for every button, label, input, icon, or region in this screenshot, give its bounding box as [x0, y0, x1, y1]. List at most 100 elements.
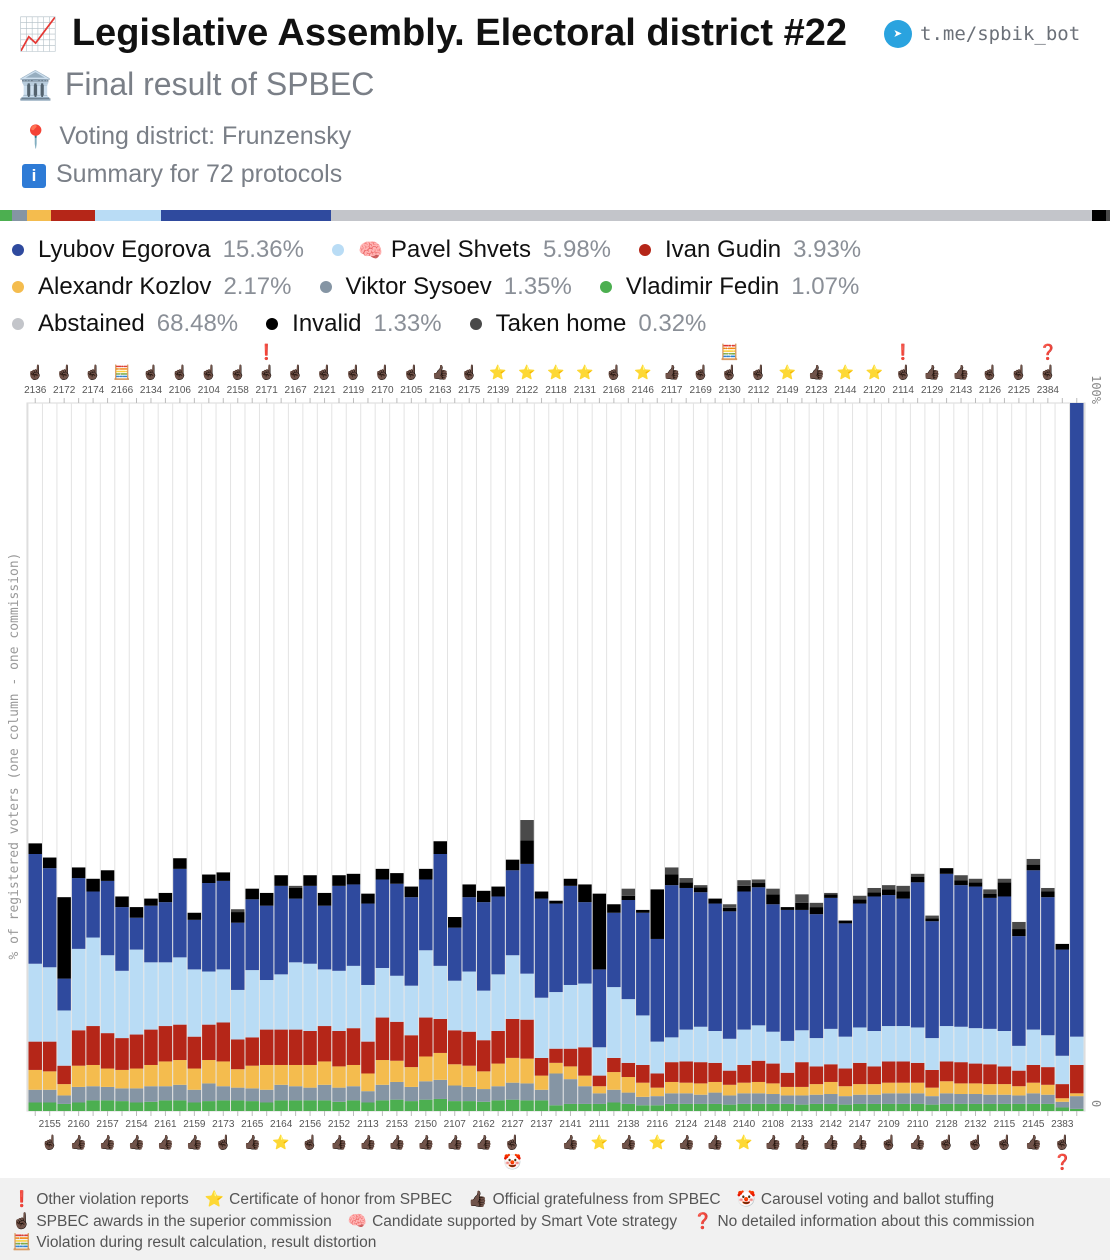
bar-segment-fedin	[824, 1103, 838, 1111]
bar-segment-gudin	[867, 1066, 881, 1085]
summary-segment-kozlov	[26, 210, 51, 221]
top-award-icon: ☝🏿	[1010, 363, 1027, 381]
legend-dot	[12, 281, 24, 293]
bar-segment-gudin	[751, 1060, 766, 1082]
bottom-column-label: 2108	[762, 1119, 785, 1130]
bar-segment-shvets	[42, 967, 57, 1042]
legend-item-fedin: Vladimir Fedin 1.07%	[599, 273, 859, 301]
bar-segment-invalid	[346, 873, 361, 885]
bar-segment-fedin	[679, 1103, 693, 1111]
bar-segment-kozlov	[375, 1060, 390, 1085]
bottom-column-label: 2154	[125, 1119, 148, 1130]
bar-segment-sysoev	[332, 1087, 346, 1102]
bar-segment-shvets	[216, 969, 231, 1023]
bar-segment-kozlov	[404, 1067, 419, 1087]
bar-segment-sysoev	[202, 1083, 216, 1102]
bar-segment-sysoev	[158, 1086, 173, 1101]
bar-segment-gudin	[853, 1062, 867, 1085]
footer-legend-icon: ❓	[693, 1213, 713, 1230]
bar-segment-shvets	[910, 1027, 925, 1063]
bar-segment-invalid	[202, 874, 216, 884]
footer-legend-text: SPBEC awards in the superior commission	[36, 1213, 332, 1230]
bar-segment-sysoev	[115, 1088, 129, 1102]
bar-segment-egorova	[939, 873, 954, 1027]
top-award-icon: ⭐	[547, 364, 564, 380]
telegram-link-text[interactable]: t.me/spbik_bot	[920, 23, 1081, 45]
bar-segment-fedin	[925, 1104, 939, 1111]
legend-name: Taken home	[495, 310, 627, 337]
footer-legend-icon: 🧮	[12, 1234, 32, 1251]
summary-segment-taken-home	[1106, 210, 1110, 221]
bar-segment-kozlov	[245, 1065, 259, 1089]
bar-segment-invalid	[71, 867, 86, 879]
bar-segment-sysoev	[288, 1086, 303, 1101]
footer-legend-text: Violation during result calculation, res…	[36, 1234, 377, 1251]
top-award-icon: ⭐	[837, 364, 854, 380]
bottom-column-label: 2160	[68, 1119, 91, 1130]
bar-segment-shvets	[693, 1026, 708, 1063]
top-column-label: 2163	[429, 385, 452, 396]
bar-segment-gudin	[144, 1029, 158, 1065]
summary-segment-egorova	[160, 210, 332, 221]
bar-segment-shvets	[303, 963, 317, 1031]
bar-segment-egorova	[491, 896, 505, 975]
bar-segment-sysoev	[838, 1096, 853, 1105]
bar-segment-invalid	[809, 907, 824, 915]
bar-segment-invalid	[259, 892, 274, 906]
bar-segment-shvets	[245, 970, 259, 1038]
bar-segment-egorova	[1026, 870, 1041, 1030]
top-column-label: 2144	[834, 385, 857, 396]
bottom-award-icon: 👍🏿	[70, 1134, 87, 1151]
top-column-label: 2170	[371, 385, 394, 396]
bar-segment-kozlov	[766, 1083, 780, 1095]
bar-segment-invalid	[129, 907, 144, 918]
bar-segment-fedin	[910, 1103, 925, 1111]
bar-segment-gudin	[780, 1072, 795, 1087]
bar-segment-egorova	[751, 887, 766, 1026]
bar-segment-invalid	[824, 894, 838, 898]
bottom-award-icon: ☝🏿	[996, 1133, 1013, 1151]
bar-segment-gudin	[809, 1066, 824, 1085]
bar-segment-fedin	[187, 1102, 202, 1111]
bar-segment-kozlov	[476, 1071, 491, 1090]
bar-segment-invalid	[216, 872, 231, 881]
bar-segment-gudin	[578, 1047, 592, 1076]
bar-segment-gudin	[925, 1069, 939, 1088]
bar-segment-fedin	[563, 1103, 578, 1111]
bar-segment-sysoev	[1012, 1095, 1026, 1104]
bottom-award-icon: 👍🏿	[128, 1134, 145, 1151]
bar-segment-invalid	[853, 899, 867, 904]
bar-segment-kozlov	[448, 1064, 462, 1086]
bar-segment-kozlov	[173, 1060, 187, 1085]
top-column-label: 2149	[776, 385, 799, 396]
bar-segment-sysoev	[780, 1095, 795, 1104]
top-column-label: 2146	[632, 385, 655, 396]
legend-row: Abstained 68.48% Invalid 1.33% Taken home 0.3…	[12, 310, 734, 338]
top-column-label: 2112	[748, 385, 770, 396]
bar-segment-fedin	[173, 1100, 187, 1111]
bar-segment-sysoev	[100, 1086, 115, 1101]
bottom-award-icon: 👍🏿	[157, 1134, 174, 1151]
bottom-award-icon: ☝🏿	[1054, 1133, 1071, 1151]
bar-segment-gudin	[520, 1019, 534, 1059]
bar-segment-shvets	[346, 965, 361, 1029]
bar-segment-sysoev	[144, 1086, 158, 1102]
bar-segment-fedin	[983, 1103, 997, 1111]
legend-dot	[12, 318, 24, 330]
bar-segment-egorova	[621, 900, 636, 1000]
legend-dot	[331, 244, 344, 256]
bar-segment-egorova	[549, 903, 563, 993]
legend-name: Lyubov Egorova	[38, 236, 211, 263]
top-column-label: 2119	[343, 385, 365, 396]
telegram-link[interactable]: ➤ t.me/spbik_bot	[884, 20, 1080, 48]
bar-segment-taken-home	[795, 894, 809, 903]
bar-segment-gudin	[881, 1061, 896, 1083]
bar-segment-kozlov	[57, 1084, 71, 1096]
legend-dot	[639, 244, 652, 256]
bar-segment-invalid	[1041, 891, 1055, 898]
bar-segment-shvets	[100, 955, 115, 1034]
top-column-label: 2174	[82, 385, 105, 396]
bar-segment-gudin	[317, 1026, 332, 1062]
bar-segment-egorova	[28, 853, 42, 964]
bottom-column-label: 2152	[328, 1119, 351, 1130]
